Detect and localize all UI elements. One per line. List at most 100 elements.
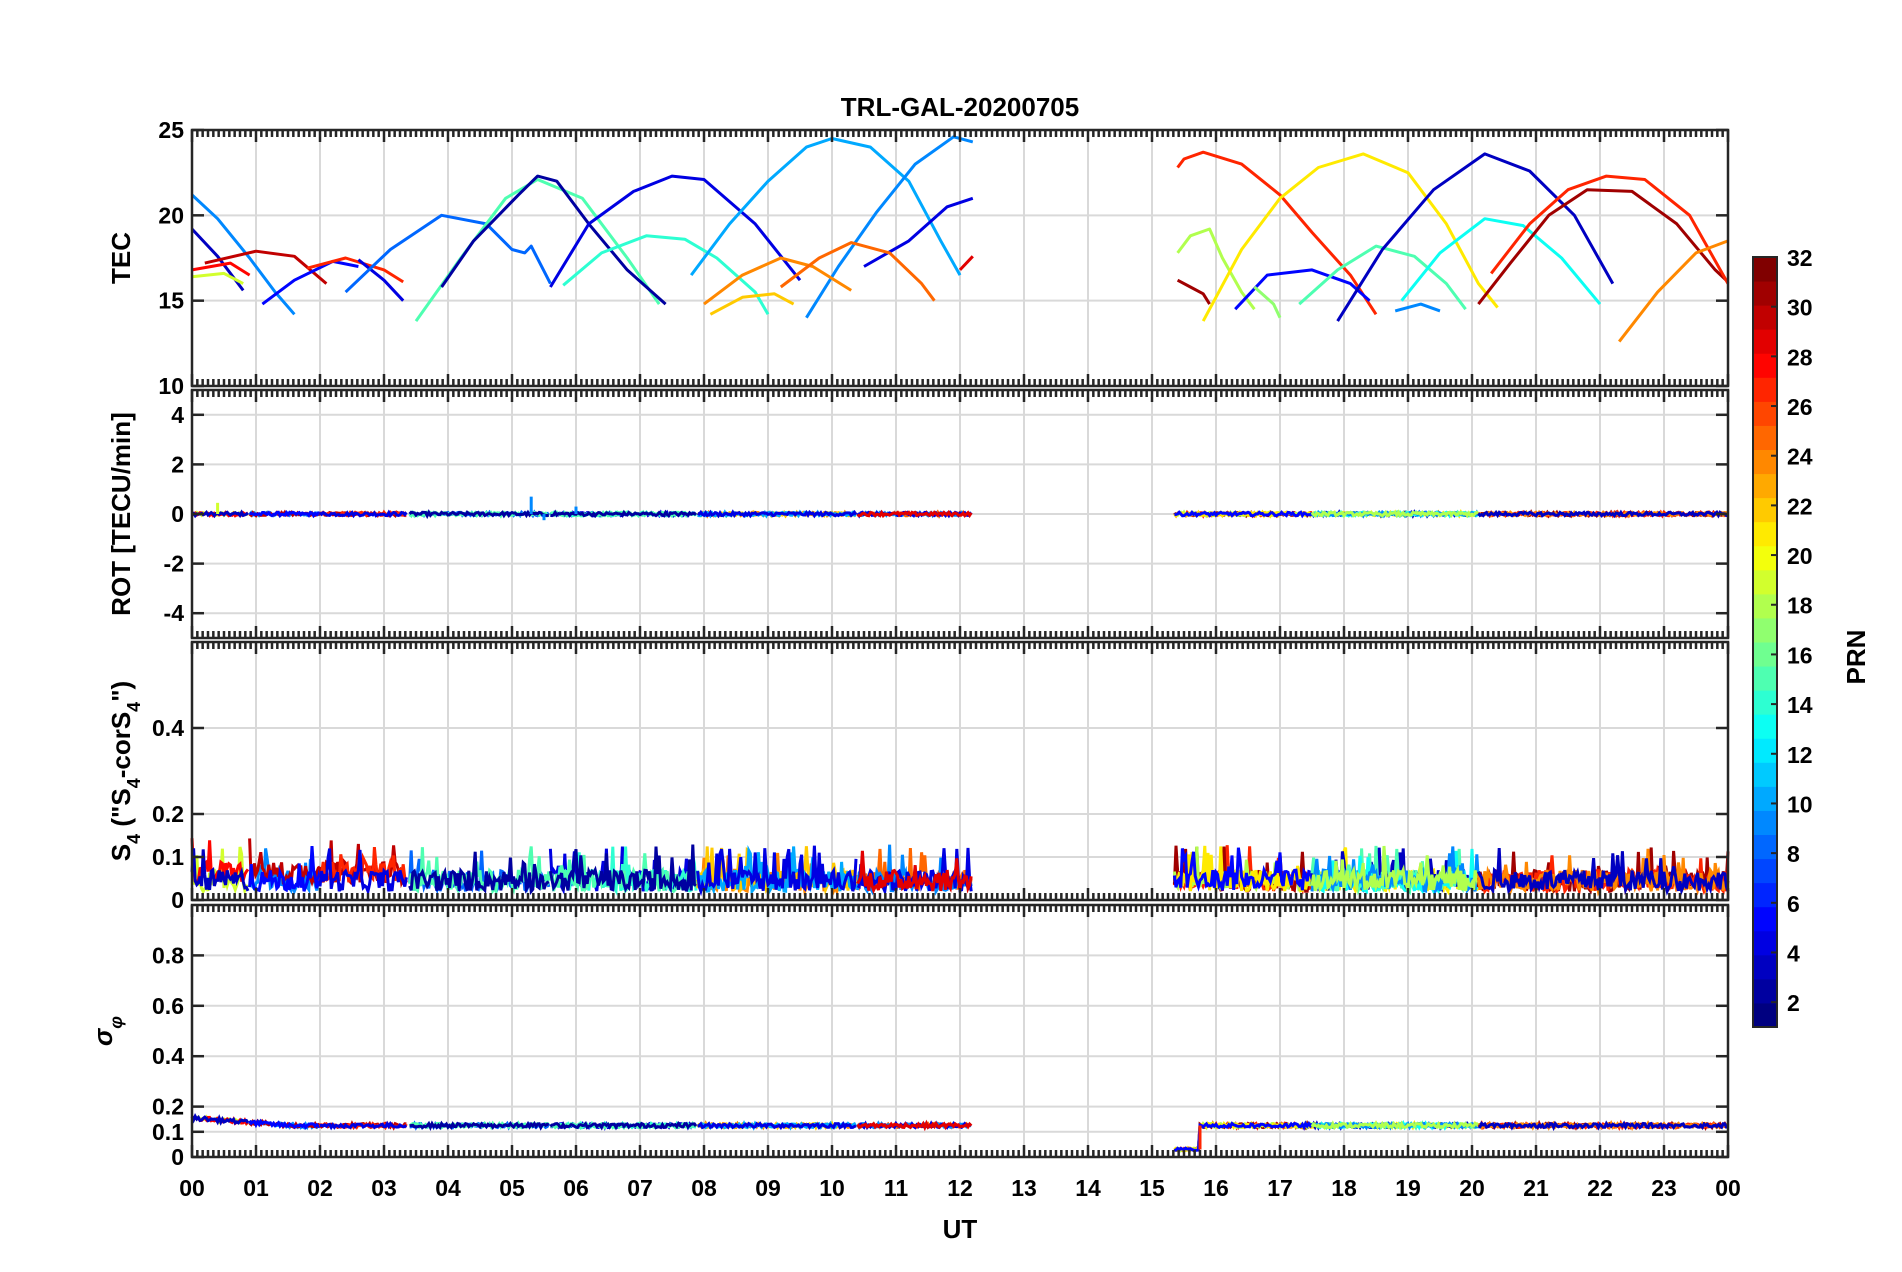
colorbar-swatch	[1753, 473, 1777, 499]
x-tick-label: 14	[1075, 1175, 1101, 1201]
series-prn-9	[190, 193, 296, 316]
sigphi-trace-prn-4	[697, 1120, 857, 1131]
series-prn-9	[1394, 302, 1441, 313]
colorbar-tick-label: 26	[1787, 394, 1813, 420]
x-tick-label: 02	[307, 1175, 333, 1201]
series-prn-15	[1298, 244, 1467, 311]
colorbar-swatch	[1753, 281, 1777, 306]
rot-y-tick-label: 4	[171, 402, 184, 428]
sigphi-trace-prn-5	[1173, 1120, 1314, 1152]
colorbar-frame	[1752, 256, 1778, 1028]
x-tick-label: 18	[1331, 1175, 1357, 1201]
colorbar-tick-label: 16	[1787, 642, 1813, 668]
sigphi-grid	[192, 905, 1728, 1157]
colorbar-swatch	[1753, 617, 1777, 643]
x-tick-label: 08	[691, 1175, 717, 1201]
sigphi-y-axis-label: σφ	[88, 1016, 126, 1046]
series-prn-17	[1253, 285, 1282, 319]
series-prn-22	[709, 292, 795, 316]
tec-y-axis-label: TEC	[106, 232, 136, 284]
x-tick-labels: 00 01 02 03 04 05 06 07 08 09 10 11 12 13 14 15 16 17 18 19…	[179, 1175, 1741, 1201]
panel-s4: 0 0.1 0.2 0.4 S4 ("S4-corS4")	[106, 640, 1730, 913]
s4-trace-prn-2	[548, 844, 697, 894]
sigphi-trace-prn-3	[1478, 1120, 1729, 1132]
s4-trace-prn-4	[696, 845, 858, 897]
colorbar-tick-label: 8	[1787, 841, 1800, 867]
colorbar-tick-label: 12	[1787, 742, 1813, 768]
s4-y-tick-label: 0.1	[152, 844, 184, 870]
series-prn-24	[1618, 239, 1729, 343]
tec-y-tick-label: 15	[158, 288, 184, 314]
rot-trace-prn-4	[696, 509, 858, 519]
rot-y-tick-label: 0	[171, 501, 184, 527]
s4-y-tick-label: 0	[171, 887, 184, 913]
sigphi-y-tick-label: 0.2	[152, 1094, 184, 1120]
x-tick-label: 17	[1267, 1175, 1293, 1201]
sigphi-trace-prn-2	[549, 1120, 698, 1131]
series-prn-24	[703, 256, 852, 306]
rot-y-tick-label: -2	[164, 551, 184, 577]
series-prn-19	[191, 271, 244, 285]
colorbar-tick-label: 2	[1787, 990, 1800, 1016]
x-tick-label: 00	[179, 1175, 205, 1201]
s4-trace-prn-4	[318, 848, 408, 897]
rot-trace-prn-29	[856, 509, 973, 519]
x-tick-label: 23	[1651, 1175, 1677, 1201]
s4-data	[190, 838, 1730, 898]
x-tick-label: 21	[1523, 1175, 1549, 1201]
rot-minor-ticks: -4 -2 0 2 4	[164, 390, 1730, 638]
colorbar-swatch	[1753, 521, 1777, 547]
colorbar-tick-label: 24	[1787, 444, 1813, 470]
sigphi-y-tick-label: 0.4	[152, 1043, 184, 1069]
colorbar-swatch	[1753, 834, 1777, 860]
series-prn-4	[863, 196, 974, 268]
series-prn-4	[357, 258, 405, 302]
sigphi-data	[190, 1112, 1730, 1154]
colorbar-swatch	[1753, 569, 1777, 595]
rot-trace-prn-5	[1174, 510, 1314, 519]
colorbar-tick-label: 32	[1787, 245, 1813, 271]
sigphi-y-tick-label: 0	[171, 1144, 184, 1170]
tec-minor-ticks: 10 15 20 25	[158, 117, 1730, 399]
rot-data	[190, 496, 1729, 521]
rot-trace-prn-2	[550, 509, 698, 519]
series-prn-27	[1176, 150, 1378, 316]
panel-sigphi: 00.10.2 0.4 0.6 0.8 σφ	[88, 903, 1730, 1170]
rot-y-axis-label: ROT [TECU/min]	[106, 412, 136, 616]
rot-trace-prn-4	[318, 509, 408, 519]
colorbar-swatch	[1753, 1002, 1777, 1028]
s4-y-tick-label: 0.4	[152, 715, 184, 741]
x-tick-label: 06	[563, 1175, 589, 1201]
x-tick-label: 15	[1139, 1175, 1165, 1201]
series-prn-31	[1176, 278, 1211, 305]
series-prn-30	[204, 249, 328, 285]
x-tick-label: 11	[884, 1175, 909, 1201]
series-prn-21	[1201, 152, 1499, 322]
s4-trace-prn-3	[1477, 848, 1730, 896]
x-tick-label: 00	[1715, 1175, 1741, 1201]
series-prn-14	[562, 234, 770, 316]
colorbar-swatch	[1753, 425, 1777, 450]
x-tick-label: 07	[627, 1175, 653, 1201]
s4-trace-prn-3	[190, 848, 250, 892]
rot-trace-prn-18	[1310, 509, 1480, 519]
colorbar-tick-label: 28	[1787, 344, 1813, 370]
x-tick-label: 12	[947, 1175, 973, 1201]
rot-y-tick-label: -4	[164, 600, 185, 626]
colorbar-tick-label: 22	[1787, 493, 1813, 519]
colorbar-swatch	[1753, 738, 1777, 763]
s4-y-axis-label: S4 ("S4-corS4")	[106, 681, 144, 861]
colorbar-swatch	[1753, 858, 1777, 884]
colorbar-tick-label: 10	[1787, 791, 1813, 817]
x-tick-label: 05	[499, 1175, 525, 1201]
x-tick-label: 01	[243, 1175, 269, 1201]
s4-trace-prn-29	[856, 850, 973, 895]
series-prn-8	[344, 213, 552, 294]
colorbar-label: PRN	[1841, 630, 1871, 685]
colorbar-swatch	[1753, 690, 1777, 715]
series-prn-2	[440, 174, 667, 306]
x-tick-label: 22	[1587, 1175, 1613, 1201]
sigphi-trace-prn-29	[856, 1119, 973, 1132]
